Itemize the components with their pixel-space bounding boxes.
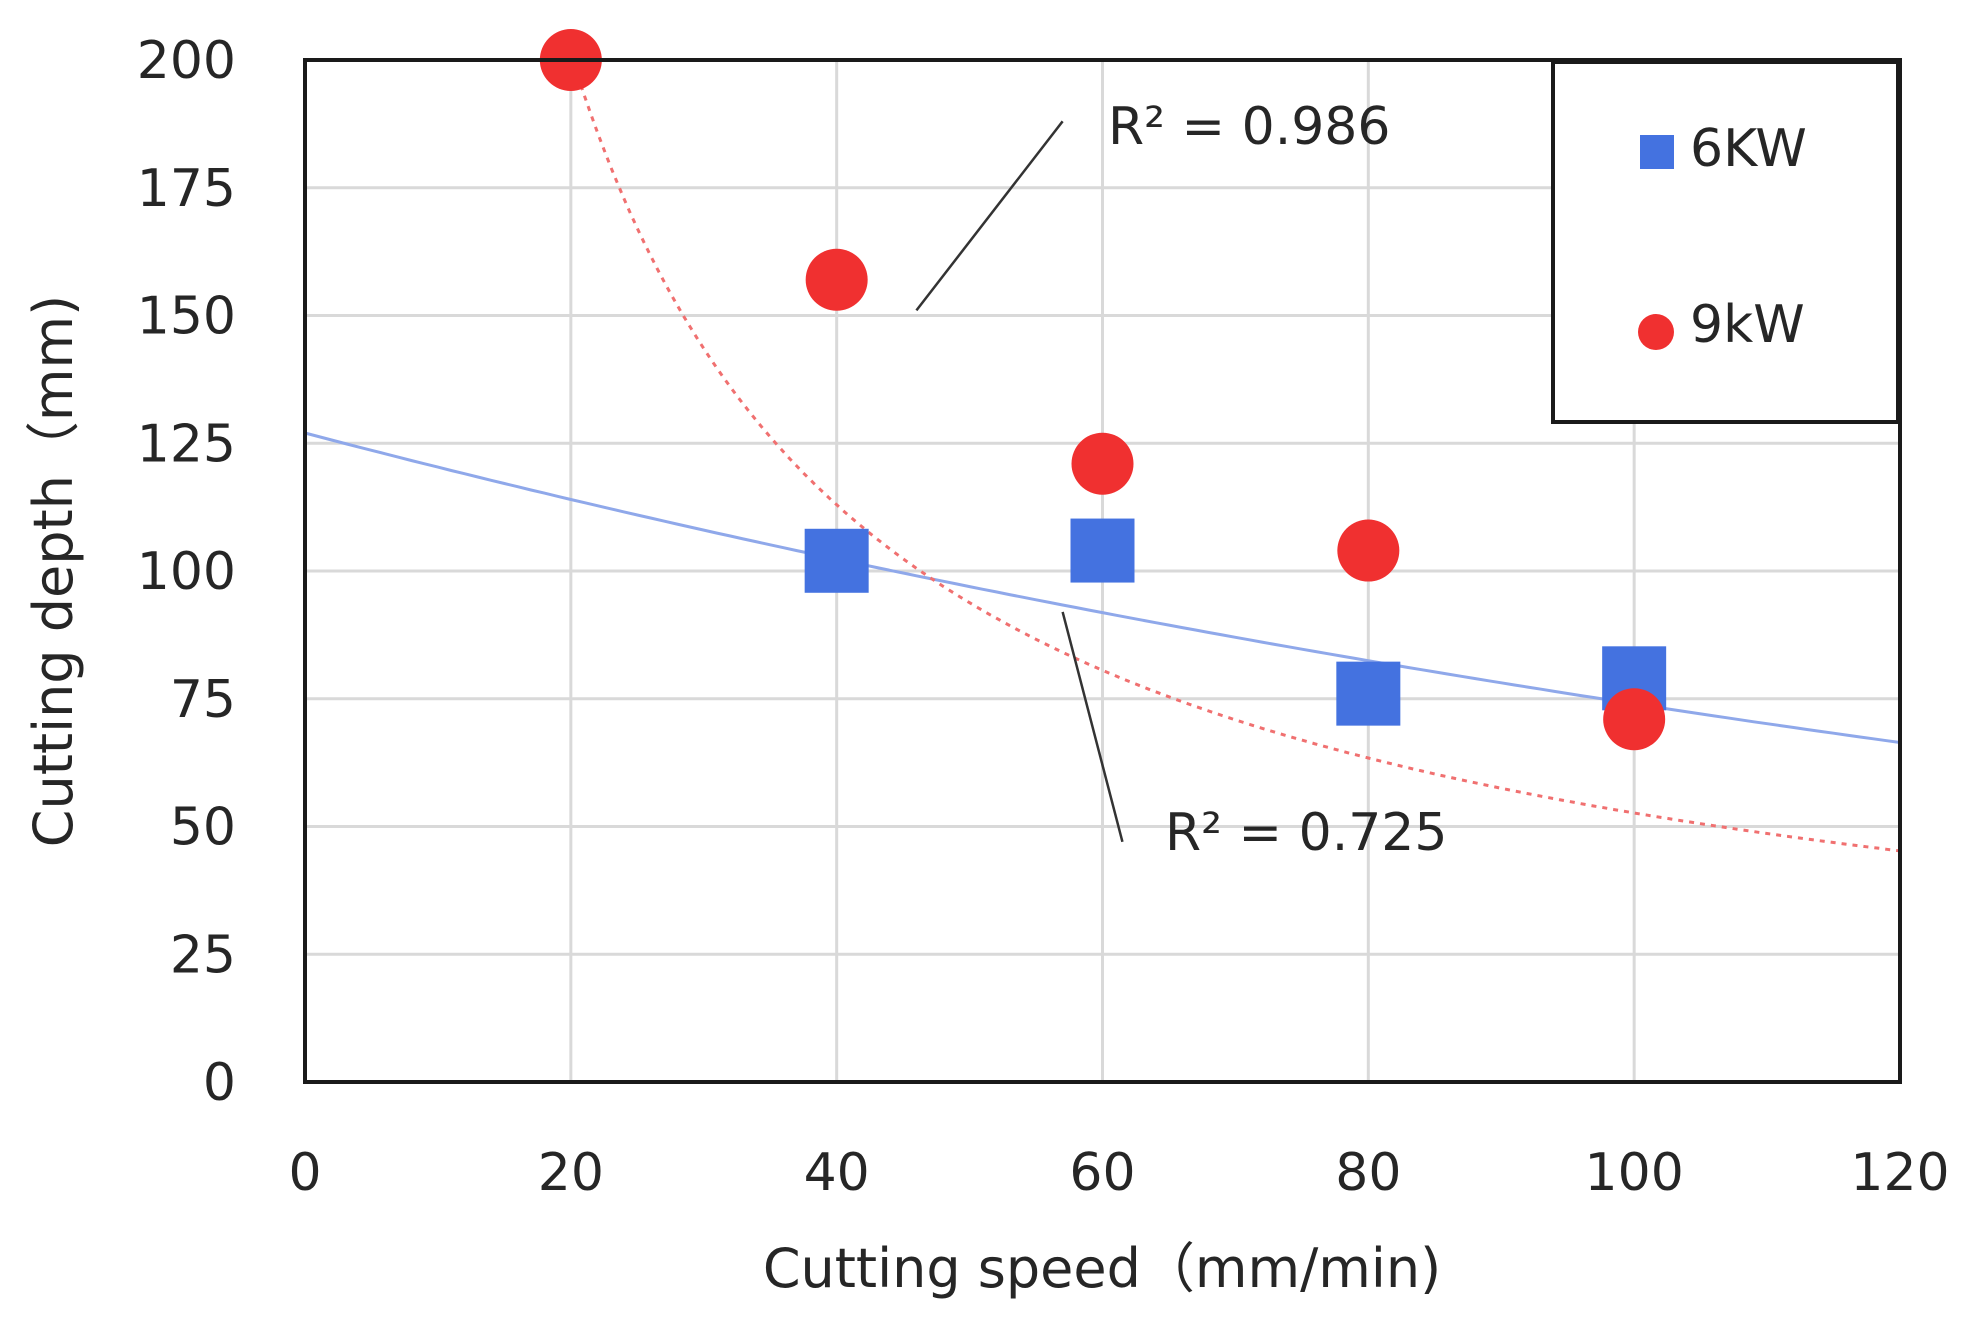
data-point-6kw	[1336, 661, 1401, 726]
legend-marker-6kw	[1640, 135, 1674, 169]
y-tick-label: 0	[203, 1053, 236, 1113]
plot-area-frame	[303, 58, 1902, 1084]
y-tick-label: 25	[170, 925, 236, 985]
data-point-6kw	[1070, 518, 1135, 583]
x-tick-label: 40	[804, 1143, 870, 1203]
x-tick-label: 60	[1069, 1143, 1135, 1203]
legend: 6KW 9kW	[1551, 60, 1900, 424]
r2-9kw-leader	[915, 120, 1064, 312]
data-point-9kw	[1071, 432, 1134, 495]
x-tick-label: 0	[288, 1143, 321, 1203]
legend-box	[1551, 60, 1900, 424]
data-points	[539, 29, 1667, 751]
y-tick-label: 125	[137, 414, 236, 474]
data-point-9kw	[805, 248, 868, 311]
legend-label-9kw: 9kW	[1690, 295, 1805, 355]
legend-marker-9kw	[1638, 314, 1674, 350]
y-tick-label: 75	[170, 670, 236, 730]
r2-6kw-leader	[1061, 611, 1124, 843]
x-tick-label: 100	[1585, 1143, 1684, 1203]
tick-labels: 0 20 40 60 80 100 120 0 25 50 75 100 125 150 175 200	[137, 31, 1950, 1203]
annotations: R² = 0.986 R² = 0.725	[915, 97, 1447, 863]
x-axis-title: Cutting speed（mm/min)	[763, 1237, 1441, 1300]
r2-9kw-label: R² = 0.986	[1108, 97, 1390, 157]
x-tick-label: 20	[538, 1143, 604, 1203]
trendline-9kw	[569, 53, 1901, 853]
x-tick-label: 120	[1850, 1143, 1949, 1203]
data-point-9kw	[1337, 519, 1400, 582]
y-tick-label: 150	[137, 287, 236, 347]
r2-6kw-label: R² = 0.725	[1165, 803, 1447, 863]
x-tick-label: 80	[1335, 1143, 1401, 1203]
y-tick-label: 175	[137, 159, 236, 219]
legend-label-6kw: 6KW	[1690, 119, 1807, 179]
y-tick-label: 200	[137, 31, 236, 91]
y-axis-title: Cutting depth（mm)	[22, 295, 85, 847]
data-point-9kw	[1603, 688, 1666, 751]
data-point-6kw	[804, 528, 869, 593]
y-tick-label: 50	[170, 798, 236, 858]
y-tick-label: 100	[137, 542, 236, 602]
